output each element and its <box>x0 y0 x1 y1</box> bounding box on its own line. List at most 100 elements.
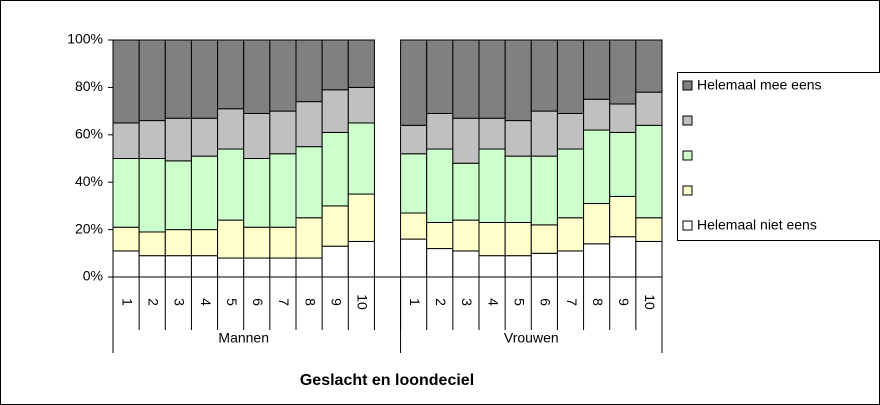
bar-segment <box>530 252 558 278</box>
bar-segment <box>190 117 219 157</box>
bar-segment <box>164 160 192 231</box>
legend-label: Helemaal mee eens <box>697 77 822 93</box>
x-tick-label: 3 <box>172 298 188 306</box>
bar-segment <box>556 112 585 150</box>
bar-segment <box>556 217 585 252</box>
bar-segment <box>452 117 480 164</box>
bar-segment <box>426 39 454 114</box>
bar-segment <box>295 101 323 148</box>
y-tick-label: 20% <box>75 220 103 236</box>
bar-segment <box>164 39 192 119</box>
group-label: Mannen <box>218 330 269 346</box>
bar-segment <box>243 226 271 259</box>
bar-segment <box>504 255 532 278</box>
legend-box <box>677 72 880 241</box>
bar-segment <box>478 255 506 278</box>
legend-swatch <box>682 150 693 161</box>
x-tick-label: 3 <box>459 298 475 306</box>
bar-segment <box>583 98 611 131</box>
legend-swatch <box>682 185 693 196</box>
group-label: Vrouwen <box>504 330 559 346</box>
bar-segment <box>321 205 349 247</box>
bar-segment <box>295 39 323 103</box>
y-tick-label: 80% <box>75 78 103 94</box>
bar-segment <box>295 217 323 259</box>
bar-segment <box>635 39 663 93</box>
bar-segment <box>530 110 558 157</box>
bar-segment <box>452 162 480 221</box>
x-tick-label: 6 <box>538 298 554 306</box>
bar-segment <box>530 224 558 254</box>
bar-segment <box>609 39 637 105</box>
bar-segment <box>347 86 375 124</box>
x-tick-label: 7 <box>564 298 580 306</box>
x-tick-label: 6 <box>250 298 266 306</box>
bar-segment <box>556 250 585 278</box>
x-tick-label: 4 <box>198 298 214 306</box>
bar-segment <box>530 39 558 112</box>
bar-segment <box>138 39 166 122</box>
bar-segment <box>112 226 140 252</box>
bar-segment <box>635 217 663 242</box>
bar-segment <box>243 158 271 228</box>
bar-segment <box>217 148 245 221</box>
bar-segment <box>609 195 637 238</box>
x-tick-label: 1 <box>407 298 423 306</box>
bar-segment <box>556 39 585 114</box>
x-axis-title: Geslacht en loondeciel <box>300 372 474 389</box>
x-tick-label: 2 <box>433 298 449 306</box>
bar-segment <box>504 120 532 157</box>
legend-swatch <box>682 115 693 126</box>
bar-segment <box>269 226 297 259</box>
bar-segment <box>635 91 663 126</box>
bar-segment <box>426 221 454 250</box>
x-tick-label: 5 <box>224 298 240 306</box>
bar-segment <box>269 110 297 155</box>
bar-segment <box>426 248 454 278</box>
bar-segment <box>478 117 506 150</box>
bar-segment <box>321 245 349 278</box>
bar-segment <box>478 39 506 119</box>
bar-segment <box>400 153 428 214</box>
bar-segment <box>217 39 245 110</box>
bar-segment <box>426 148 454 223</box>
x-tick-label: 9 <box>616 298 632 306</box>
bar-segment <box>269 257 297 278</box>
bar-segment <box>504 39 532 122</box>
bar-segment <box>190 155 219 231</box>
bar-segment <box>609 131 637 197</box>
bar-segment <box>556 148 585 219</box>
bar-segment <box>243 39 271 114</box>
x-tick-label: 10 <box>355 294 371 310</box>
bar-segment <box>112 250 140 278</box>
bar-segment <box>400 124 428 155</box>
bar-segment <box>635 240 663 278</box>
y-tick-label: 40% <box>75 173 103 189</box>
bar-segment <box>138 158 166 233</box>
x-tick-label: 8 <box>302 298 318 306</box>
bar-segment <box>635 124 663 219</box>
x-tick-label: 5 <box>512 298 528 306</box>
bar-segment <box>190 229 219 257</box>
bar-segment <box>347 240 375 278</box>
bar-segment <box>347 39 375 88</box>
bar-segment <box>112 39 140 124</box>
bar-segment <box>583 203 611 245</box>
legend-swatch <box>682 80 693 91</box>
bar-segment <box>400 238 428 278</box>
bar-segment <box>321 39 349 91</box>
bar-segment <box>400 39 428 126</box>
bar-segment <box>530 155 558 226</box>
bar-segment <box>164 255 192 278</box>
bar-segment <box>609 236 637 278</box>
bar-segment <box>347 193 375 242</box>
bar-segment <box>112 122 140 159</box>
bar-segment <box>217 219 245 259</box>
bar-segment <box>243 257 271 278</box>
y-tick-label: 0% <box>83 268 103 284</box>
bar-segment <box>295 146 323 219</box>
bar-segment <box>321 89 349 133</box>
x-tick-label: 7 <box>276 298 292 306</box>
bar-segment <box>243 112 271 159</box>
